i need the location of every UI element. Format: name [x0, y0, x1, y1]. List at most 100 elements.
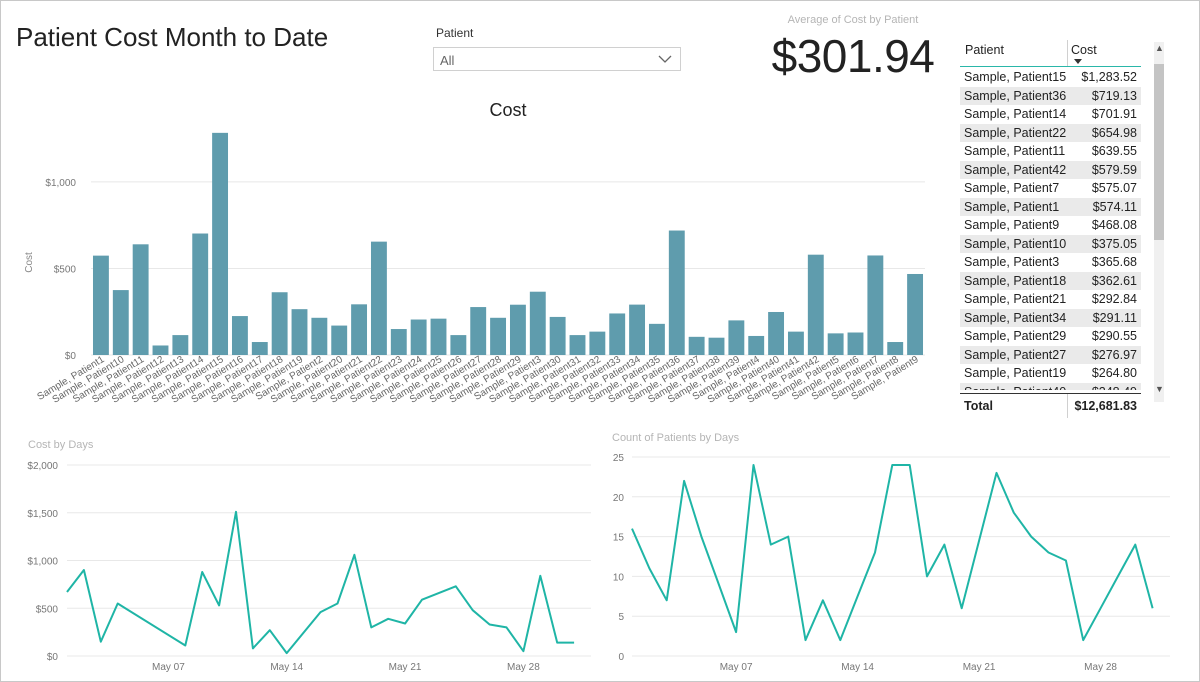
table-row[interactable]: Sample, Patient11 $639.55 — [960, 142, 1141, 161]
bar — [430, 318, 447, 355]
slicer-selected-value: All — [440, 53, 455, 68]
bar — [311, 317, 328, 355]
table-row[interactable]: Sample, Patient22 $654.98 — [960, 123, 1141, 142]
bar — [112, 290, 129, 355]
table-row[interactable]: Sample, Patient7 $575.07 — [960, 179, 1141, 198]
table-row[interactable]: Sample, Patient27 $276.97 — [960, 345, 1141, 364]
y-tick-label: $500 — [54, 264, 77, 275]
table-row[interactable]: Sample, Patient34 $291.11 — [960, 308, 1141, 327]
column-divider — [1067, 394, 1068, 418]
table-row[interactable]: Sample, Patient3 $365.68 — [960, 253, 1141, 272]
table-body[interactable]: Sample, Patient15 $1,283.52 Sample, Patien… — [960, 68, 1141, 390]
table-row[interactable]: Sample, Patient19 $264.80 — [960, 364, 1141, 383]
cell-cost: $264.80 — [1091, 366, 1137, 380]
cell-patient: Sample, Patient15 — [964, 70, 1067, 84]
cell-patient: Sample, Patient3 — [964, 255, 1060, 269]
table-row[interactable]: Sample, Patient14 $701.91 — [960, 105, 1141, 124]
bar — [907, 273, 924, 355]
bar — [708, 337, 725, 355]
bar — [291, 309, 308, 355]
cell-cost: $1,283.52 — [1081, 70, 1137, 84]
cell-cost: $365.68 — [1091, 255, 1137, 269]
x-tick-label: May 21 — [963, 662, 996, 673]
cell-cost: $639.55 — [1091, 144, 1137, 158]
table-row[interactable]: Sample, Patient40 $248.49 — [960, 382, 1141, 390]
bar — [271, 292, 288, 355]
cell-cost: $362.61 — [1091, 273, 1137, 288]
y-tick-label: $0 — [47, 652, 59, 663]
y-tick-label: $500 — [36, 604, 59, 615]
bar — [887, 342, 904, 355]
scroll-up-icon[interactable]: ▲ — [1155, 43, 1164, 53]
y-tick-label: 20 — [613, 493, 625, 504]
bar — [787, 331, 804, 355]
cost-by-days-chart: Cost by Days $0 $500 $1,000 $1,500 $2,000 May … — [27, 439, 591, 673]
slicer-label: Patient — [436, 26, 474, 40]
bar — [231, 316, 248, 355]
cell-patient: Sample, Patient7 — [964, 181, 1060, 195]
cell-patient: Sample, Patient21 — [964, 292, 1067, 306]
cell-patient: Sample, Patient10 — [964, 236, 1067, 251]
table-row[interactable]: Sample, Patient10 $375.05 — [960, 234, 1141, 253]
total-label: Total — [964, 399, 993, 413]
bar — [251, 342, 268, 355]
y-tick-label: 25 — [613, 453, 625, 464]
column-header-cost[interactable]: Cost — [1071, 43, 1097, 57]
y-tick-label: 15 — [613, 533, 625, 544]
y-axis-label: Cost — [24, 252, 35, 273]
bar — [827, 333, 844, 355]
page-title: Patient Cost Month to Date — [16, 22, 329, 52]
bar — [490, 317, 507, 355]
scrollbar-thumb[interactable] — [1154, 64, 1164, 240]
y-tick-label: 10 — [613, 572, 625, 583]
table-row[interactable]: Sample, Patient9 $468.08 — [960, 216, 1141, 235]
table-row[interactable]: Sample, Patient1 $574.11 — [960, 197, 1141, 216]
patient-dropdown[interactable]: All — [433, 47, 681, 71]
table-row[interactable]: Sample, Patient18 $362.61 — [960, 271, 1141, 290]
total-value: $12,681.83 — [1074, 399, 1137, 413]
patient-cost-table: Patient Cost Sample, Patient15 $1,283.52 S… — [960, 40, 1166, 420]
bar — [390, 329, 407, 355]
bar — [768, 311, 785, 355]
bar — [728, 320, 745, 355]
cell-cost: $719.13 — [1091, 88, 1137, 103]
y-tick-label: $0 — [65, 351, 77, 362]
bar — [192, 233, 209, 355]
table-row[interactable]: Sample, Patient42 $579.59 — [960, 160, 1141, 179]
bar — [688, 336, 705, 355]
y-tick-label: $2,000 — [27, 461, 58, 472]
chart-title: Cost — [489, 100, 526, 120]
cell-cost: $575.07 — [1091, 181, 1137, 195]
average-cost-card: Average of Cost by Patient $301.94 — [770, 14, 936, 83]
bar — [549, 316, 566, 355]
table-row[interactable]: Sample, Patient15 $1,283.52 — [960, 68, 1141, 87]
patient-slicer: Patient All — [433, 26, 681, 71]
cell-patient: Sample, Patient19 — [964, 366, 1067, 380]
bar — [807, 254, 824, 355]
cell-patient: Sample, Patient14 — [964, 107, 1067, 121]
cell-patient: Sample, Patient18 — [964, 273, 1067, 288]
cell-cost: $574.11 — [1092, 199, 1137, 214]
chart-title: Cost by Days — [28, 439, 94, 451]
bar — [589, 331, 606, 355]
cell-patient: Sample, Patient29 — [964, 329, 1067, 343]
table-row[interactable]: Sample, Patient21 $292.84 — [960, 290, 1141, 309]
bar — [609, 313, 626, 355]
x-tick-label: May 28 — [507, 662, 540, 673]
chart-title: Count of Patients by Days — [612, 432, 740, 444]
table-scrollbar[interactable] — [1154, 42, 1164, 402]
cell-patient: Sample, Patient42 — [964, 162, 1067, 177]
y-tick-label: 0 — [618, 652, 624, 663]
cell-patient: Sample, Patient9 — [964, 218, 1060, 232]
table-row[interactable]: Sample, Patient36 $719.13 — [960, 86, 1141, 105]
column-header-patient[interactable]: Patient — [965, 43, 1004, 57]
cell-patient: Sample, Patient34 — [964, 310, 1067, 325]
bar — [370, 241, 387, 355]
cell-patient: Sample, Patient11 — [964, 144, 1066, 158]
cell-cost: $292.84 — [1091, 292, 1137, 306]
cell-cost: $468.08 — [1091, 218, 1137, 232]
cell-patient: Sample, Patient36 — [964, 88, 1067, 103]
scroll-down-icon[interactable]: ▼ — [1155, 384, 1164, 394]
table-row[interactable]: Sample, Patient29 $290.55 — [960, 327, 1141, 346]
